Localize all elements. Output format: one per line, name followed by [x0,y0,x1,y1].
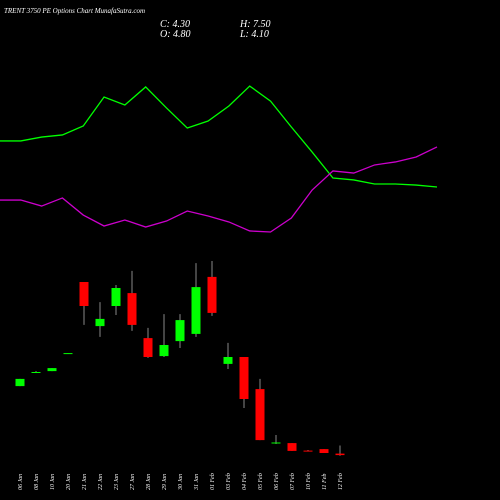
candle-body [15,378,25,387]
x-tick-label: 20 Jan [66,474,72,490]
ohlc-low: L: 4.10 [239,29,269,40]
x-tick-label: 01 Feb [210,473,216,490]
x-tick-label: 10 Jan [50,474,56,490]
candle-body [95,318,105,327]
candle-body [319,449,329,453]
candle-body [31,372,41,373]
candle-body [271,442,281,444]
x-tick-label: 30 Jan [178,474,184,491]
x-tick-label: 11 Feb [322,474,328,490]
x-tick-label: 31 Jan [194,474,200,491]
candle-body [335,453,345,456]
x-tick-label: 12 Feb [338,473,344,490]
x-tick-label: 06 Feb [274,473,280,490]
candle-body [111,288,121,306]
candle-body [207,276,217,313]
ohlc-close: C: 4.30 [160,19,190,30]
indicator-line [0,85,438,188]
x-tick-label: 27 Jan [130,474,136,490]
candle-body [79,282,89,306]
x-tick-label: 22 Jan [98,474,104,490]
x-tick-label: 23 Jan [114,474,120,490]
ohlc-open: O: 4.80 [160,29,191,40]
candle-body [191,287,201,334]
candle-body [303,450,313,452]
x-tick-label: 21 Jan [82,474,88,490]
candle-body [47,368,57,372]
x-tick-label: 03 Feb [226,473,232,490]
candle-body [175,320,185,342]
x-tick-label: 07 Feb [290,473,296,490]
candle-body [143,338,153,357]
candle-body [255,389,265,441]
candle-body [127,293,137,325]
candle-body [287,443,297,451]
x-tick-label: 06 Jan [18,474,24,490]
candle-body [63,353,73,355]
x-tick-label: 29 Jan [162,474,168,490]
chart-title: TRENT 3750 PE Options Chart MunafaSutra.… [4,7,145,15]
x-tick-label: 28 Jan [146,474,152,490]
x-tick-label: 10 Feb [306,473,312,490]
candle-body [159,345,169,357]
indicator-line [0,146,438,233]
x-tick-label: 05 Feb [258,473,264,490]
ohlc-high: H: 7.50 [239,19,271,30]
x-tick-label: 08 Jan [34,474,40,490]
candle-body [223,357,233,364]
x-tick-label: 04 Feb [241,473,248,490]
candle-body [239,357,249,399]
